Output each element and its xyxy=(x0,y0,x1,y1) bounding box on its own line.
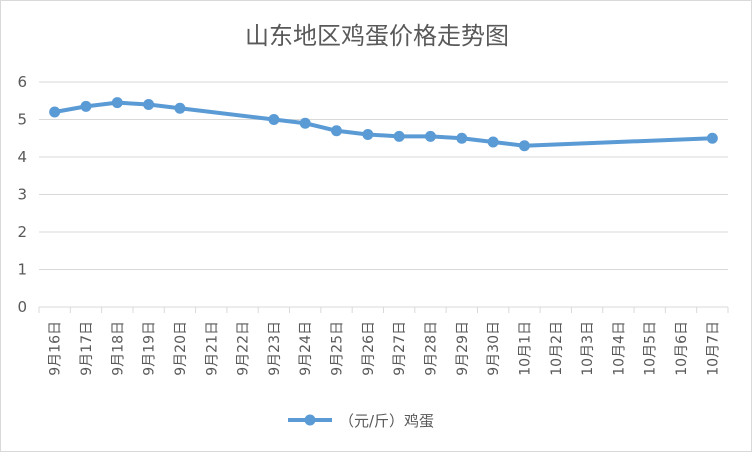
x-tick-label: 10月1日 xyxy=(517,321,533,376)
gridlines xyxy=(39,81,728,270)
data-point xyxy=(393,130,405,142)
legend: （元/斤）鸡蛋 xyxy=(288,412,434,430)
x-tick-label: 9月21日 xyxy=(204,321,220,376)
data-point xyxy=(706,132,718,144)
x-tick-label: 9月27日 xyxy=(392,321,408,376)
x-tick-label: 9月26日 xyxy=(361,321,377,376)
x-tick-label: 9月17日 xyxy=(79,321,95,376)
y-tick-label: 6 xyxy=(17,73,27,91)
x-tick-label: 10月4日 xyxy=(611,321,627,376)
x-tick-label: 9月16日 xyxy=(48,321,64,376)
series-line xyxy=(52,100,715,148)
chart-title: 山东地区鸡蛋价格走势图 xyxy=(245,22,509,50)
y-tick-labels: 0 1 2 3 4 5 6 xyxy=(17,73,27,316)
x-tick-labels: 9月16日 9月17日 9月18日 9月19日 9月20日 9月21日 9月22日 9月23日… xyxy=(48,321,722,376)
x-tick-label: 10月7日 xyxy=(705,321,721,376)
x-tick-label: 10月6日 xyxy=(674,321,690,376)
data-point xyxy=(49,106,61,118)
x-tick-label: 9月24日 xyxy=(298,321,314,376)
x-tick-label: 9月29日 xyxy=(455,321,471,376)
x-tick-label: 9月23日 xyxy=(267,321,283,376)
y-tick-label: 2 xyxy=(17,223,27,241)
x-tick-label: 10月2日 xyxy=(549,321,565,376)
data-point xyxy=(487,136,499,148)
data-point xyxy=(518,140,530,152)
data-point xyxy=(80,100,92,112)
y-tick-label: 5 xyxy=(17,111,27,129)
x-tick-label: 9月19日 xyxy=(142,321,158,376)
data-point xyxy=(111,97,123,109)
x-tick-label: 9月28日 xyxy=(423,321,439,376)
data-point xyxy=(456,132,468,144)
x-tick-label: 10月3日 xyxy=(580,321,596,376)
axes xyxy=(38,306,729,313)
x-tick-label: 10月5日 xyxy=(643,321,659,376)
x-tick-label: 9月20日 xyxy=(173,321,189,376)
data-point xyxy=(362,129,374,140)
data-point xyxy=(174,102,186,114)
legend-swatch-marker xyxy=(304,414,316,426)
data-point xyxy=(424,130,436,142)
y-tick-label: 0 xyxy=(17,298,27,316)
series xyxy=(49,97,718,152)
x-tick-label: 9月30日 xyxy=(486,321,502,376)
data-point xyxy=(143,99,155,110)
x-tick-label: 9月25日 xyxy=(330,321,346,376)
data-point xyxy=(268,114,280,125)
x-tick-label: 9月18日 xyxy=(110,321,126,376)
y-tick-label: 1 xyxy=(17,261,27,279)
data-point xyxy=(299,117,311,129)
data-point xyxy=(331,125,343,137)
legend-label: （元/斤）鸡蛋 xyxy=(339,412,434,430)
x-tick-label: 9月22日 xyxy=(236,321,252,376)
y-tick-label: 3 xyxy=(17,186,27,204)
y-tick-label: 4 xyxy=(17,148,27,166)
